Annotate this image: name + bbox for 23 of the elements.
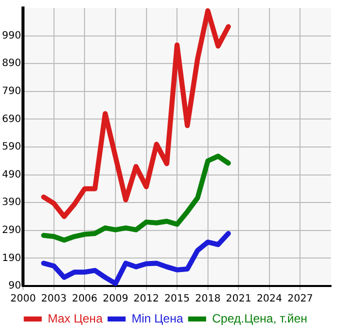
y-tick-label: 390 bbox=[2, 197, 22, 208]
legend-label: Max Цена bbox=[48, 311, 103, 326]
y-tick-label: 590 bbox=[2, 142, 22, 153]
y-tick-label: 190 bbox=[2, 252, 22, 264]
y-tick-label: 290 bbox=[2, 224, 22, 236]
x-tick-label: 2000 bbox=[10, 294, 36, 305]
y-tick-label: 90 bbox=[8, 280, 22, 292]
x-tick-label: 2018 bbox=[195, 294, 221, 305]
y-tick-label: 690 bbox=[2, 114, 22, 125]
x-tick-label: 2006 bbox=[72, 294, 98, 305]
y-tick-label: 790 bbox=[2, 86, 22, 97]
x-tick-label: 2027 bbox=[287, 294, 313, 305]
x-tick-label: 2021 bbox=[226, 294, 252, 305]
y-tick-label: 890 bbox=[2, 58, 22, 70]
x-tick-label: 2015 bbox=[164, 294, 190, 305]
x-tick-label: 2024 bbox=[256, 294, 282, 305]
legend-label: Сред.Цена, т.йен bbox=[212, 311, 308, 326]
x-tick-label: 2003 bbox=[41, 294, 67, 305]
legend-label: Min Цена bbox=[132, 311, 184, 326]
y-tick-label: 990 bbox=[2, 30, 22, 42]
x-tick-label: 2009 bbox=[102, 294, 128, 305]
x-tick-label: 2012 bbox=[134, 294, 159, 305]
y-tick-label: 490 bbox=[2, 169, 22, 180]
